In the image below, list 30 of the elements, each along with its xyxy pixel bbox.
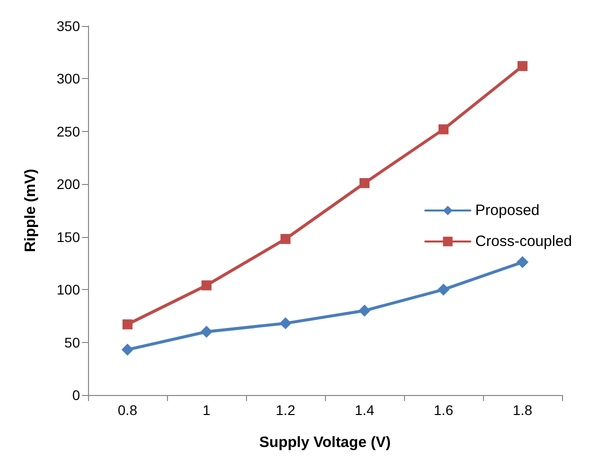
y-tick-label: 350 — [56, 18, 80, 34]
point — [360, 178, 370, 188]
point — [202, 280, 212, 290]
point — [358, 304, 370, 317]
x-tick-label: 1.8 — [512, 402, 532, 418]
x-tick-label: 1.2 — [276, 402, 296, 418]
y-axis-title: Ripple (mV) — [22, 168, 39, 252]
y-tick-label: 50 — [64, 334, 80, 350]
y-tick-label: 200 — [56, 176, 80, 192]
x-tick-label: 1.6 — [434, 402, 454, 418]
x-axis-title: Supply Voltage (V) — [259, 434, 391, 451]
point — [280, 317, 292, 330]
point — [122, 344, 134, 356]
point — [516, 256, 528, 268]
legend-label: Proposed — [475, 202, 540, 219]
point — [280, 234, 290, 244]
point — [200, 326, 212, 338]
point — [438, 284, 450, 296]
y-tick-label: 0 — [72, 387, 80, 403]
legend-label: Cross-coupled — [475, 233, 572, 250]
y-tick-label: 150 — [56, 228, 80, 245]
x-tick-label: 1.4 — [354, 402, 374, 418]
point — [122, 319, 132, 330]
point — [438, 124, 448, 134]
point — [518, 61, 528, 72]
x-tick-label: 0.8 — [118, 402, 138, 418]
y-tick-label: 300 — [56, 70, 80, 87]
x-tick-label: 1 — [202, 402, 211, 418]
y-tick-label: 100 — [56, 282, 80, 298]
y-tick-label: 250 — [56, 123, 80, 140]
